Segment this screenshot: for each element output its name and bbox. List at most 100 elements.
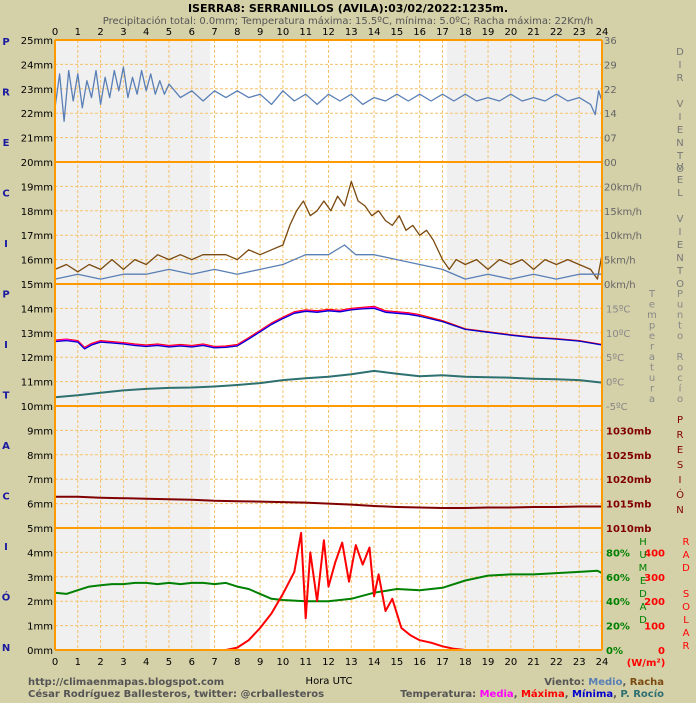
precip-tick: 0mm <box>27 646 53 657</box>
x-tick-top: 23 <box>573 27 586 38</box>
wind-side-title: V <box>677 162 684 173</box>
temp-side-title: a <box>649 394 655 405</box>
radiation-side-title: A <box>683 628 690 639</box>
humidity-side-title: A <box>640 602 647 613</box>
humidity-tick: 60% <box>606 573 630 584</box>
wind-side-title: T <box>676 266 684 277</box>
dir-tick: 22 <box>604 85 617 96</box>
radiation-side-title: O <box>682 602 690 613</box>
credit-author: César Rodríguez Ballesteros, twitter: @c… <box>28 688 324 700</box>
series-presi-n <box>55 495 602 509</box>
x-tick-bottom: 8 <box>234 657 240 668</box>
x-tick-bottom: 10 <box>277 657 290 668</box>
precip-tick: 8mm <box>27 451 53 462</box>
dew-side-title: u <box>677 300 683 311</box>
pressure-side-title: E <box>677 445 683 456</box>
left-word-letter: P <box>2 37 9 48</box>
precip-tick: 6mm <box>27 500 53 511</box>
dew-side-title: R <box>677 352 684 363</box>
series-lines <box>54 66 603 651</box>
temp-side-title: u <box>649 373 655 384</box>
x-tick-top: 1 <box>75 27 81 38</box>
series-direcci-n <box>54 66 603 122</box>
x-tick-bottom: 12 <box>322 657 335 668</box>
series-m-nima <box>54 307 603 350</box>
precip-tick: 14mm <box>21 304 53 315</box>
wind-side-title: N <box>676 253 683 264</box>
x-tick-top: 13 <box>345 27 358 38</box>
x-tick-top: 14 <box>368 27 381 38</box>
pressure-side-title: S <box>677 460 683 471</box>
radiation-side-title: R <box>683 537 690 548</box>
precip-tick: 4mm <box>27 548 53 559</box>
pressure-side-title: Ó <box>676 488 684 501</box>
x-tick-top: 18 <box>459 27 472 38</box>
axis-labels: 0011223344556677889910101111121213131414… <box>2 27 690 669</box>
x-tick-top: 11 <box>299 27 312 38</box>
wind-side-title: E <box>677 175 683 186</box>
dew-side-title: n <box>677 310 683 321</box>
precip-tick: 15mm <box>21 280 53 291</box>
x-axis-label: Hora UTC <box>306 676 353 687</box>
left-word-letter: I <box>4 542 8 553</box>
panel-separators <box>54 39 603 651</box>
x-tick-bottom: 21 <box>527 657 540 668</box>
radiation-side-title: R <box>683 641 690 652</box>
dir-side-title: O <box>676 164 684 175</box>
precip-tick: 11mm <box>21 378 53 389</box>
left-word-letter: E <box>3 138 10 149</box>
left-word-letter: I <box>4 239 8 250</box>
humidity-side-title: E <box>640 576 646 587</box>
radiation-side-title: A <box>683 550 690 561</box>
wind-side-title: E <box>677 240 683 251</box>
pressure-side-title: R <box>677 430 684 441</box>
x-tick-bottom: 6 <box>189 657 195 668</box>
x-tick-bottom: 7 <box>211 657 217 668</box>
dir-side-title: V <box>677 99 684 110</box>
x-tick-top: 12 <box>322 27 335 38</box>
humidity-tick: 80% <box>606 548 630 559</box>
precip-tick: 17mm <box>21 231 53 242</box>
x-tick-top: 0 <box>52 27 58 38</box>
series-m-xima <box>54 305 603 349</box>
x-tick-bottom: 5 <box>166 657 172 668</box>
chart-subtitle: Precipitación total: 0.0mm; Temperatura … <box>103 15 594 27</box>
x-tick-top: 7 <box>211 27 217 38</box>
x-tick-bottom: 19 <box>482 657 495 668</box>
temp-tick: -5ºC <box>606 402 628 413</box>
x-tick-top: 8 <box>234 27 240 38</box>
credit-url[interactable]: http://climaenmapas.blogspot.com <box>28 677 224 688</box>
dir-side-title: T <box>676 151 684 162</box>
precip-tick: 18mm <box>21 207 53 218</box>
precip-tick: 9mm <box>27 426 53 437</box>
precip-tick: 7mm <box>27 475 53 486</box>
x-tick-top: 5 <box>166 27 172 38</box>
precip-tick: 1mm <box>27 622 53 633</box>
x-tick-bottom: 24 <box>596 657 609 668</box>
x-tick-top: 22 <box>550 27 563 38</box>
left-word-letter: N <box>2 643 10 654</box>
dew-side-title: í <box>679 383 683 395</box>
temp-side-title: p <box>649 321 655 332</box>
x-tick-top: 4 <box>143 27 149 38</box>
series-humedad <box>54 569 603 603</box>
x-tick-top: 19 <box>482 27 495 38</box>
x-tick-top: 6 <box>189 27 195 38</box>
x-tick-bottom: 20 <box>504 657 517 668</box>
humidity-side-title: M <box>639 563 648 574</box>
precip-tick: 5mm <box>27 524 53 535</box>
wind-tick: 15km/h <box>604 207 642 218</box>
dew-side-title: c <box>677 373 683 384</box>
temp-tick: 10ºC <box>606 329 630 340</box>
humidity-side-title: U <box>639 550 646 561</box>
left-word-letter: A <box>2 441 10 452</box>
dew-side-title: o <box>677 394 683 405</box>
precip-tick: 21mm <box>21 134 53 145</box>
temp-side-title: t <box>650 363 654 374</box>
x-tick-top: 17 <box>436 27 449 38</box>
wind-side-title: L <box>677 188 683 199</box>
radiation-tick: 0 <box>658 646 665 657</box>
dir-side-title: I <box>679 60 682 71</box>
precip-tick: 3mm <box>27 573 53 584</box>
